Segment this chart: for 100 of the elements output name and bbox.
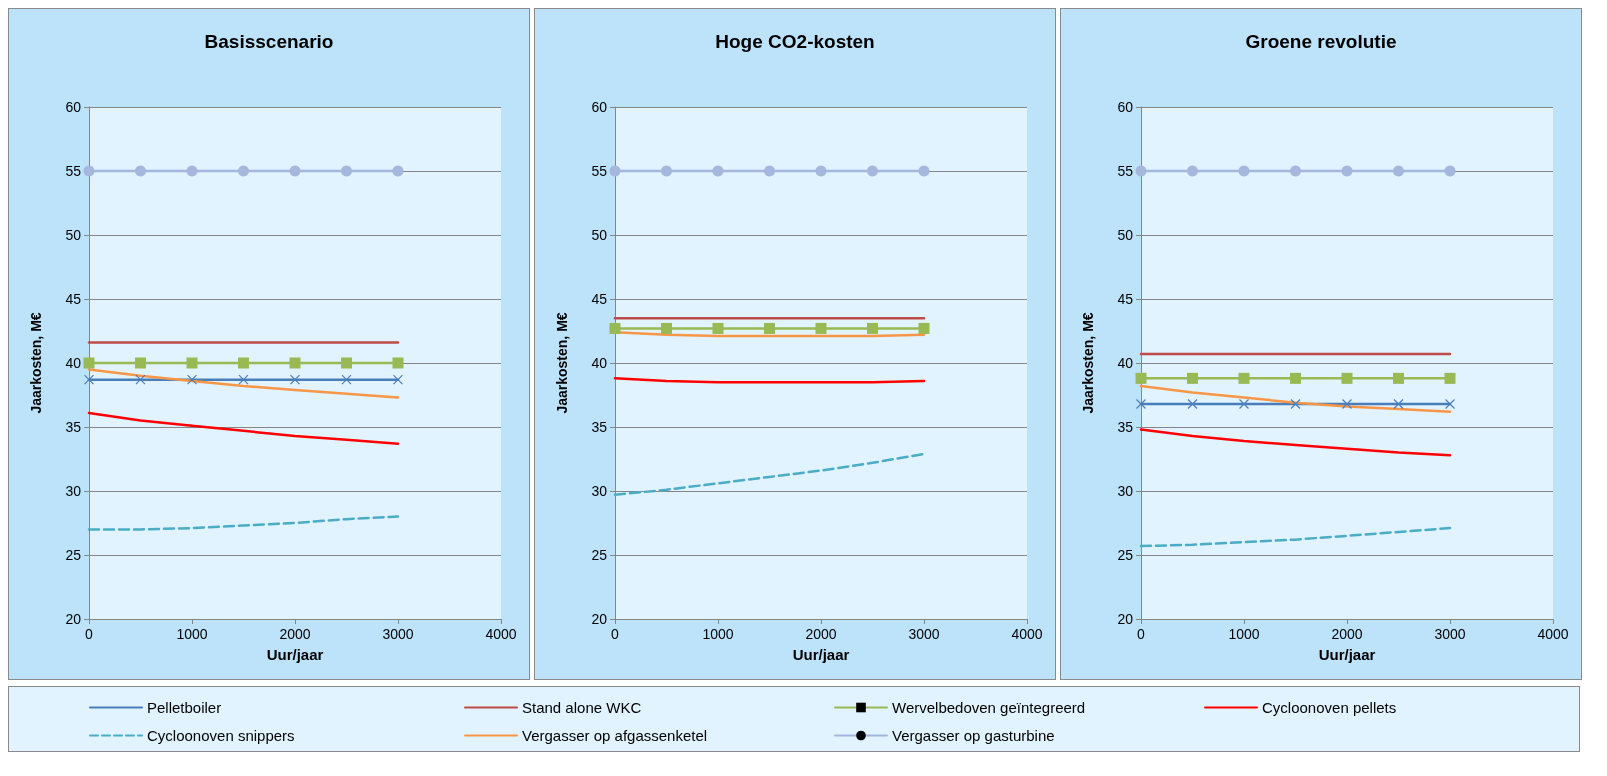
point <box>83 374 95 385</box>
y-tick-label: 35 <box>65 419 82 435</box>
point <box>1238 372 1250 384</box>
x-tick-label: 2000 <box>279 626 311 642</box>
y-tick-label: 25 <box>591 547 608 563</box>
y-tick-label: 55 <box>65 163 82 179</box>
y-tick-label: 45 <box>591 291 608 307</box>
x-tick-label: 2000 <box>805 626 837 642</box>
point <box>1393 398 1404 410</box>
legend-label: Vergasser op gasturbine <box>892 727 1055 744</box>
y-tick-label: 30 <box>65 483 82 499</box>
point <box>135 374 146 385</box>
y-axis-title: Jaarkosten, M€ <box>554 312 570 414</box>
x-tick-label: 4000 <box>485 626 517 642</box>
y-tick-label: 50 <box>591 227 608 243</box>
point <box>341 357 352 369</box>
line-series <box>1139 526 1452 548</box>
y-tick-label: 35 <box>591 419 608 435</box>
line-series <box>613 452 926 497</box>
point <box>135 357 146 369</box>
line-series <box>1139 384 1452 413</box>
y-tick-label: 60 <box>591 99 608 115</box>
y-tick-label: 55 <box>591 163 608 179</box>
y-tick-label: 40 <box>591 355 608 371</box>
x-tick-label: 0 <box>611 626 620 642</box>
point <box>83 357 95 369</box>
x-axis-title: Uur/jaar <box>1318 646 1376 663</box>
point <box>289 357 301 369</box>
point <box>289 165 301 177</box>
point <box>1238 398 1250 410</box>
x-tick-label: 0 <box>85 626 94 642</box>
chart-title: Basisscenario <box>204 31 334 52</box>
legend-label: Pelletboiler <box>147 699 222 716</box>
x-tick-label: 1000 <box>1228 626 1260 642</box>
point <box>341 165 352 177</box>
y-tick-label: 30 <box>591 483 608 499</box>
x-tick-label: 2000 <box>1331 626 1363 642</box>
legend-label: Vergasser op afgassenketel <box>522 727 708 744</box>
y-tick-label: 20 <box>591 611 608 627</box>
point <box>1393 165 1404 177</box>
point <box>392 357 404 369</box>
chart-title: Hoge CO2-kosten <box>715 31 875 52</box>
x-axis-title: Uur/jaar <box>266 646 324 663</box>
x-tick-label: 1000 <box>176 626 208 642</box>
point <box>289 374 301 385</box>
legend-label: Wervelbedoven geïntegreerd <box>892 699 1086 716</box>
point <box>1187 165 1198 177</box>
point <box>83 165 95 177</box>
y-tick-label: 35 <box>1117 419 1134 435</box>
point <box>1444 165 1456 177</box>
y-tick-label: 55 <box>1117 163 1134 179</box>
x-tick-label: 1000 <box>702 626 734 642</box>
y-tick-label: 30 <box>1117 483 1134 499</box>
point <box>1187 372 1198 384</box>
point <box>186 165 198 177</box>
point <box>1393 372 1404 384</box>
x-axis-title: Uur/jaar <box>792 646 850 663</box>
x-tick-label: 3000 <box>908 626 940 642</box>
legend-label: Stand alone WKC <box>522 699 642 716</box>
y-tick-label: 25 <box>1117 547 1134 563</box>
point <box>1238 165 1250 177</box>
point <box>238 165 249 177</box>
x-tick-label: 0 <box>1137 626 1146 642</box>
point <box>392 165 404 177</box>
legend-label: Cycloonoven pellets <box>1262 699 1397 716</box>
point <box>1341 398 1353 410</box>
y-tick-label: 40 <box>65 355 82 371</box>
point <box>1290 165 1301 177</box>
y-tick-label: 60 <box>65 99 82 115</box>
y-axis-title: Jaarkosten, M€ <box>28 312 44 414</box>
point <box>341 374 352 385</box>
point <box>186 374 198 385</box>
line-series <box>1139 428 1452 457</box>
point <box>392 374 404 385</box>
y-tick-label: 50 <box>65 227 82 243</box>
point <box>1135 398 1147 410</box>
y-tick-label: 60 <box>1117 99 1134 115</box>
x-tick-label: 3000 <box>382 626 414 642</box>
point <box>1341 165 1353 177</box>
x-tick-label: 3000 <box>1434 626 1466 642</box>
y-tick-label: 20 <box>1117 611 1134 627</box>
legend-label: Cycloonoven snippers <box>147 727 295 744</box>
point <box>186 357 198 369</box>
y-tick-label: 50 <box>1117 227 1134 243</box>
x-tick-label: 4000 <box>1011 626 1043 642</box>
y-tick-label: 40 <box>1117 355 1134 371</box>
point <box>1290 398 1301 410</box>
y-tick-label: 25 <box>65 547 82 563</box>
point <box>1135 165 1147 177</box>
x-tick-label: 4000 <box>1537 626 1569 642</box>
point <box>1444 398 1456 410</box>
point <box>1341 372 1353 384</box>
point <box>1444 372 1456 384</box>
y-tick-label: 45 <box>65 291 82 307</box>
point <box>1187 398 1198 410</box>
line-series <box>87 515 400 531</box>
point <box>135 165 146 177</box>
y-tick-label: 20 <box>65 611 82 627</box>
point <box>1135 372 1147 384</box>
line-series <box>87 411 400 445</box>
